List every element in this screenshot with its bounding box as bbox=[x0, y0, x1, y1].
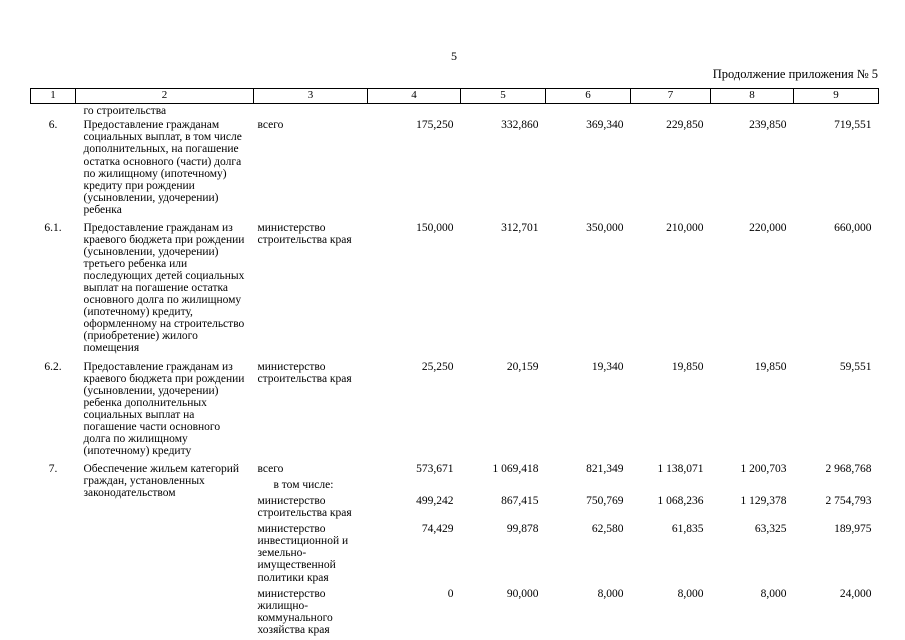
value-cell: 312,701 bbox=[501, 221, 539, 234]
carryover-row: го строительства bbox=[31, 104, 879, 119]
value-cell: 189,975 bbox=[834, 523, 872, 536]
row-title: Обеспечение жильем категорий граждан, ус… bbox=[83, 463, 240, 500]
column-number: 6 bbox=[545, 87, 631, 105]
value-cell: 150,000 bbox=[416, 221, 454, 234]
value-cell: 90,000 bbox=[506, 587, 539, 600]
row-number: 7. bbox=[48, 463, 58, 476]
page-number: 5 bbox=[451, 49, 457, 63]
value-cell: 499,242 bbox=[416, 495, 454, 508]
row-title: Предоставление гражданам социальных выпл… bbox=[83, 119, 242, 216]
value-cell: 99,878 bbox=[506, 523, 539, 536]
value-cell: 19,850 bbox=[754, 360, 787, 373]
table-row: 7. Обеспечение жильем категорий граждан,… bbox=[31, 462, 879, 499]
row-number: 6. bbox=[48, 119, 58, 132]
value-cell: 350,000 bbox=[586, 221, 624, 234]
executor-label: министерство жилищно-коммунального хозяй… bbox=[257, 587, 333, 636]
value-cell: 2 968,768 bbox=[825, 463, 872, 476]
value-cell: 1 129,378 bbox=[740, 495, 787, 508]
value-cell: 2 754,793 bbox=[825, 495, 872, 508]
value-cell: 8,000 bbox=[597, 587, 624, 600]
executor-label: министерство инвестиционной и земельно-и… bbox=[257, 523, 349, 584]
column-number: 7 bbox=[630, 87, 711, 105]
value-cell: 1 068,236 bbox=[657, 495, 704, 508]
executor-label: министерство строительства края bbox=[257, 495, 352, 520]
column-number: 2 bbox=[75, 87, 254, 105]
value-cell: 1 069,418 bbox=[492, 463, 539, 476]
row-title: Предоставление гражданам из краевого бюд… bbox=[83, 360, 245, 457]
table-row: 6.1. Предоставление гражданам из краевог… bbox=[31, 221, 879, 360]
value-cell: 750,769 bbox=[586, 495, 624, 508]
appendix-table: 1 2 3 4 5 6 7 8 9 го строительства bbox=[30, 87, 879, 639]
value-cell: 175,250 bbox=[416, 119, 454, 132]
value-cell: 821,349 bbox=[586, 463, 624, 476]
value-cell: 62,580 bbox=[591, 523, 624, 536]
table-subrow: в том числе: bbox=[31, 478, 879, 494]
value-cell: 20,159 bbox=[506, 360, 539, 373]
column-number: 9 bbox=[793, 87, 879, 105]
column-number-row: 1 2 3 4 5 6 7 8 9 bbox=[30, 87, 879, 105]
value-cell: 74,429 bbox=[421, 523, 454, 536]
value-cell: 369,340 bbox=[586, 119, 624, 132]
value-cell: 332,860 bbox=[501, 119, 539, 132]
row-title: Предоставление гражданам из краевого бюд… bbox=[83, 221, 245, 355]
executor-label: всего bbox=[257, 463, 284, 476]
continuation-label: Продолжение приложения № 5 bbox=[712, 66, 878, 81]
value-cell: 229,850 bbox=[666, 119, 704, 132]
value-cell: 63,325 bbox=[754, 523, 787, 536]
value-cell: 573,671 bbox=[416, 463, 454, 476]
column-number: 4 bbox=[367, 87, 461, 105]
column-number: 1 bbox=[30, 87, 76, 105]
value-cell: 239,850 bbox=[749, 119, 787, 132]
value-cell: 660,000 bbox=[834, 221, 872, 234]
column-number: 8 bbox=[710, 87, 794, 105]
value-cell: 59,551 bbox=[839, 360, 872, 373]
value-cell: 1 138,071 bbox=[657, 463, 704, 476]
value-cell: 19,850 bbox=[671, 360, 704, 373]
value-cell: 719,551 bbox=[834, 119, 872, 132]
value-cell: 24,000 bbox=[839, 587, 872, 600]
executor-label: министерство строительства края bbox=[257, 360, 352, 385]
value-cell: 25,250 bbox=[421, 360, 454, 373]
value-cell: 210,000 bbox=[666, 221, 704, 234]
value-cell: 1 200,703 bbox=[740, 463, 787, 476]
table-row: 6.2. Предоставление гражданам из краевог… bbox=[31, 360, 879, 463]
row-number: 6.1. bbox=[44, 221, 62, 234]
executor-label: министерство строительства края bbox=[257, 221, 352, 246]
value-cell: 61,835 bbox=[671, 523, 704, 536]
table-subrow: министерство инвестиционной и земельно-и… bbox=[31, 522, 879, 586]
executor-label: всего bbox=[257, 119, 284, 132]
table-subrow: министерство жилищно-коммунального хозяй… bbox=[31, 587, 879, 639]
value-cell: 8,000 bbox=[760, 587, 787, 600]
column-number: 5 bbox=[460, 87, 546, 105]
executor-label: в том числе: bbox=[273, 479, 334, 492]
value-cell: 0 bbox=[447, 587, 454, 600]
carryover-text: го строительства bbox=[83, 105, 167, 118]
table-row: 6. Предоставление гражданам социальных в… bbox=[31, 118, 879, 221]
row-number: 6.2. bbox=[44, 360, 62, 373]
value-cell: 867,415 bbox=[501, 495, 539, 508]
value-cell: 19,340 bbox=[591, 360, 624, 373]
value-cell: 8,000 bbox=[677, 587, 704, 600]
table-subrow: министерство строительства края 499,242 … bbox=[31, 494, 879, 522]
column-number: 3 bbox=[253, 87, 368, 105]
value-cell: 220,000 bbox=[749, 221, 787, 234]
